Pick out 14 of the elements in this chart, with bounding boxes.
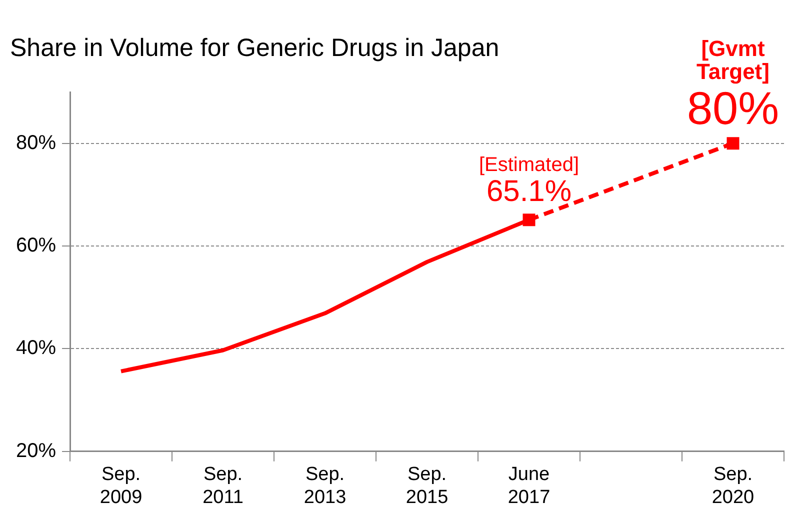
annotation: 65.1%	[486, 174, 572, 208]
y-tick-label: 40%	[16, 337, 56, 360]
x-tick-label: Sep. 2015	[406, 464, 448, 508]
x-tick-label: Sep. 2011	[202, 464, 244, 508]
x-tick-label: Sep. 2013	[304, 464, 346, 508]
x-tick-label: Sep. 2009	[100, 464, 142, 508]
x-tick-label: June 2017	[508, 464, 550, 508]
y-tick-label: 80%	[16, 132, 56, 154]
x-tick-label: Sep. 2020	[712, 464, 754, 508]
y-tick-label: 60%	[16, 234, 56, 257]
chart-title: Share in Volume for Generic Drugs in Japan	[10, 34, 500, 62]
y-tick-label: 20%	[16, 440, 56, 462]
annotation: [Gvmt Target]	[696, 36, 770, 84]
annotation: [Estimated]	[478, 154, 580, 176]
